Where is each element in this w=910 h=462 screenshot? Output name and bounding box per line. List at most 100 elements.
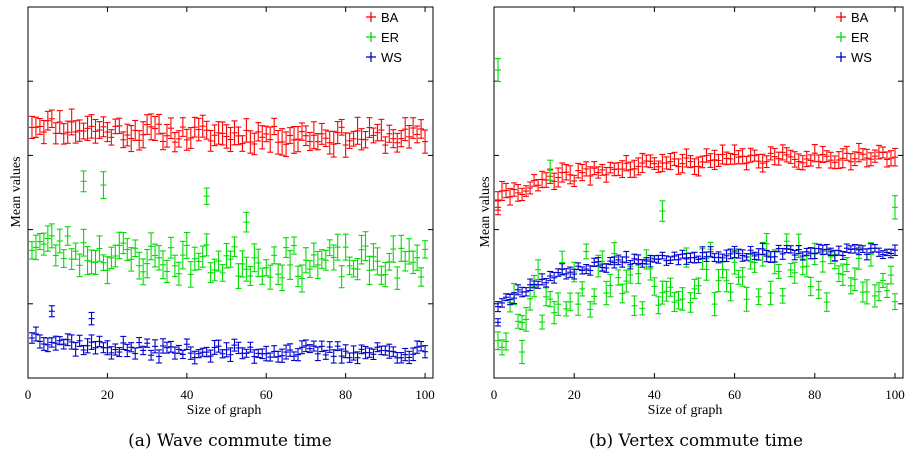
data-point	[84, 245, 91, 276]
data-point	[863, 248, 870, 261]
data-point	[619, 160, 626, 179]
data-point	[362, 345, 369, 360]
data-point	[591, 161, 598, 176]
data-point	[595, 166, 602, 179]
data-point	[96, 121, 103, 139]
data-point	[314, 133, 321, 151]
data-point	[72, 120, 79, 144]
data-point	[60, 123, 67, 145]
data-point	[827, 151, 834, 169]
data-point	[295, 348, 301, 362]
data-point	[639, 301, 646, 316]
data-point	[350, 130, 357, 147]
data-point	[378, 265, 385, 285]
data-point	[310, 242, 317, 268]
data-point	[667, 152, 674, 171]
data-point	[203, 233, 210, 257]
data-point	[587, 166, 594, 186]
legend-label: BA	[381, 10, 399, 25]
series-ws	[28, 305, 429, 365]
x-tick-label: 100	[885, 387, 905, 402]
data-point	[398, 234, 405, 262]
data-point	[160, 250, 166, 280]
data-point	[507, 188, 514, 206]
data-point	[96, 335, 103, 348]
data-point	[414, 340, 421, 354]
data-point	[298, 264, 305, 293]
data-point	[803, 247, 810, 256]
data-point	[314, 250, 321, 280]
data-point	[839, 148, 846, 169]
data-point	[871, 149, 878, 163]
data-point	[779, 144, 786, 161]
data-point	[655, 160, 662, 173]
data-point	[587, 301, 594, 318]
data-point	[36, 117, 43, 135]
y-ticks	[494, 6, 903, 379]
data-point	[167, 117, 174, 140]
data-point	[394, 266, 401, 290]
data-point	[495, 199, 502, 216]
y-axis-label: Mean values	[478, 176, 493, 247]
data-point	[543, 172, 550, 188]
data-point	[88, 311, 95, 326]
data-point	[735, 150, 742, 165]
data-point	[687, 155, 694, 169]
data-point	[140, 121, 147, 149]
data-point	[803, 255, 810, 278]
data-point	[398, 352, 405, 364]
data-point	[179, 117, 186, 137]
data-point	[523, 287, 530, 297]
data-point	[567, 165, 574, 185]
data-point	[695, 156, 702, 177]
data-point	[100, 254, 107, 272]
data-point	[92, 341, 99, 355]
legend-item-er: ER	[366, 30, 399, 45]
data-point	[647, 154, 654, 169]
series-ws	[495, 242, 898, 327]
data-point	[271, 246, 278, 265]
data-point	[394, 132, 401, 153]
data-point	[867, 152, 874, 167]
y-ticks	[28, 6, 433, 379]
legend-item-ba: BA	[836, 10, 869, 25]
data-point	[607, 161, 614, 174]
data-point	[251, 132, 258, 156]
data-point	[80, 228, 87, 257]
data-point	[535, 178, 542, 192]
data-point	[715, 153, 722, 168]
data-point	[199, 245, 206, 268]
data-point	[310, 340, 317, 352]
data-point	[731, 245, 738, 259]
data-point	[40, 120, 47, 145]
data-point	[112, 244, 119, 268]
data-point	[819, 145, 826, 164]
data-point	[338, 118, 345, 136]
data-point	[603, 263, 610, 273]
data-point	[807, 276, 814, 297]
data-point	[382, 261, 389, 288]
data-point	[607, 256, 614, 266]
data-point	[891, 293, 898, 311]
data-point	[887, 248, 894, 259]
data-point	[362, 131, 369, 149]
data-point	[140, 345, 147, 356]
data-point	[120, 335, 127, 351]
data-point	[243, 348, 250, 358]
data-point	[211, 258, 218, 282]
data-point	[291, 126, 298, 154]
data-point	[787, 149, 794, 164]
data-point	[247, 265, 254, 286]
data-point	[175, 130, 182, 148]
data-point	[659, 200, 666, 222]
data-point	[543, 287, 550, 307]
data-point	[104, 340, 111, 356]
data-point	[354, 257, 361, 281]
data-point	[382, 136, 389, 154]
data-point	[707, 153, 714, 168]
data-point	[76, 334, 83, 347]
data-point	[295, 265, 301, 288]
data-point	[144, 114, 151, 135]
data-point	[815, 280, 822, 299]
x-tick-label: 80	[339, 387, 352, 402]
